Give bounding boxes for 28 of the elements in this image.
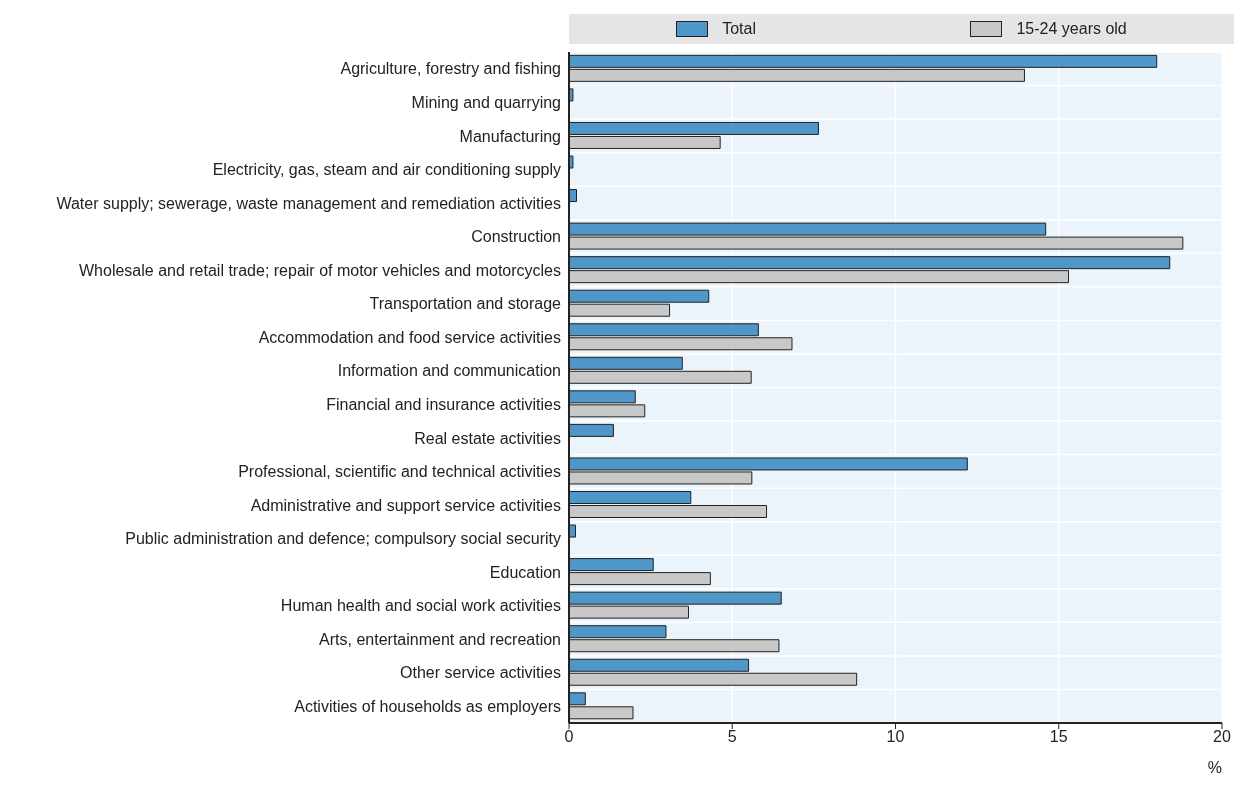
y-tick-label: Administrative and support service activities (250, 496, 561, 514)
y-tick-label: Transportation and storage (369, 295, 562, 313)
y-tick-label: Construction (471, 228, 561, 246)
x-tick-label: 15 (1049, 728, 1068, 746)
x-tick-label: 20 (1213, 728, 1231, 746)
y-tick-label: Education (489, 563, 561, 581)
y-tick-label: Public administration and defence; compulsory social security (125, 530, 561, 548)
y-tick-label: Agriculture, forestry and fishing (340, 60, 561, 78)
y-tick-label: Human health and social work activities (280, 597, 561, 615)
y-tick-label: Manufacturing (459, 127, 561, 145)
x-tick-label: 5 (727, 728, 737, 746)
y-tick-label: Wholesale and retail trade; repair of motor vehicles and motorcycles (79, 261, 561, 279)
y-tick-label: Other service activities (400, 664, 561, 682)
y-tick-label: Mining and quarrying (411, 94, 561, 111)
y-tick-label: Electricity, gas, steam and air conditioning supply (212, 161, 561, 179)
y-tick-label: Activities of households as employers (294, 697, 561, 715)
y-tick-label: Information and communication (337, 362, 561, 380)
legend-label: 15-24 years old (1016, 20, 1127, 38)
x-tick-label: 10 (886, 728, 905, 746)
y-tick-label: Accommodation and food service activities (258, 328, 561, 346)
x-axis-title: % (1207, 759, 1222, 776)
y-tick-label: Real estate activities (414, 429, 561, 447)
legend-label: Total (722, 20, 757, 38)
y-tick-label: Arts, entertainment and recreation (319, 630, 561, 648)
y-tick-label: Financial and insurance activities (326, 395, 561, 413)
x-tick-label: 0 (564, 728, 574, 746)
y-tick-label: Professional, scientific and technical activities (238, 463, 561, 481)
y-tick-label: Water supply; sewerage, waste management and remediation activities (56, 194, 561, 212)
